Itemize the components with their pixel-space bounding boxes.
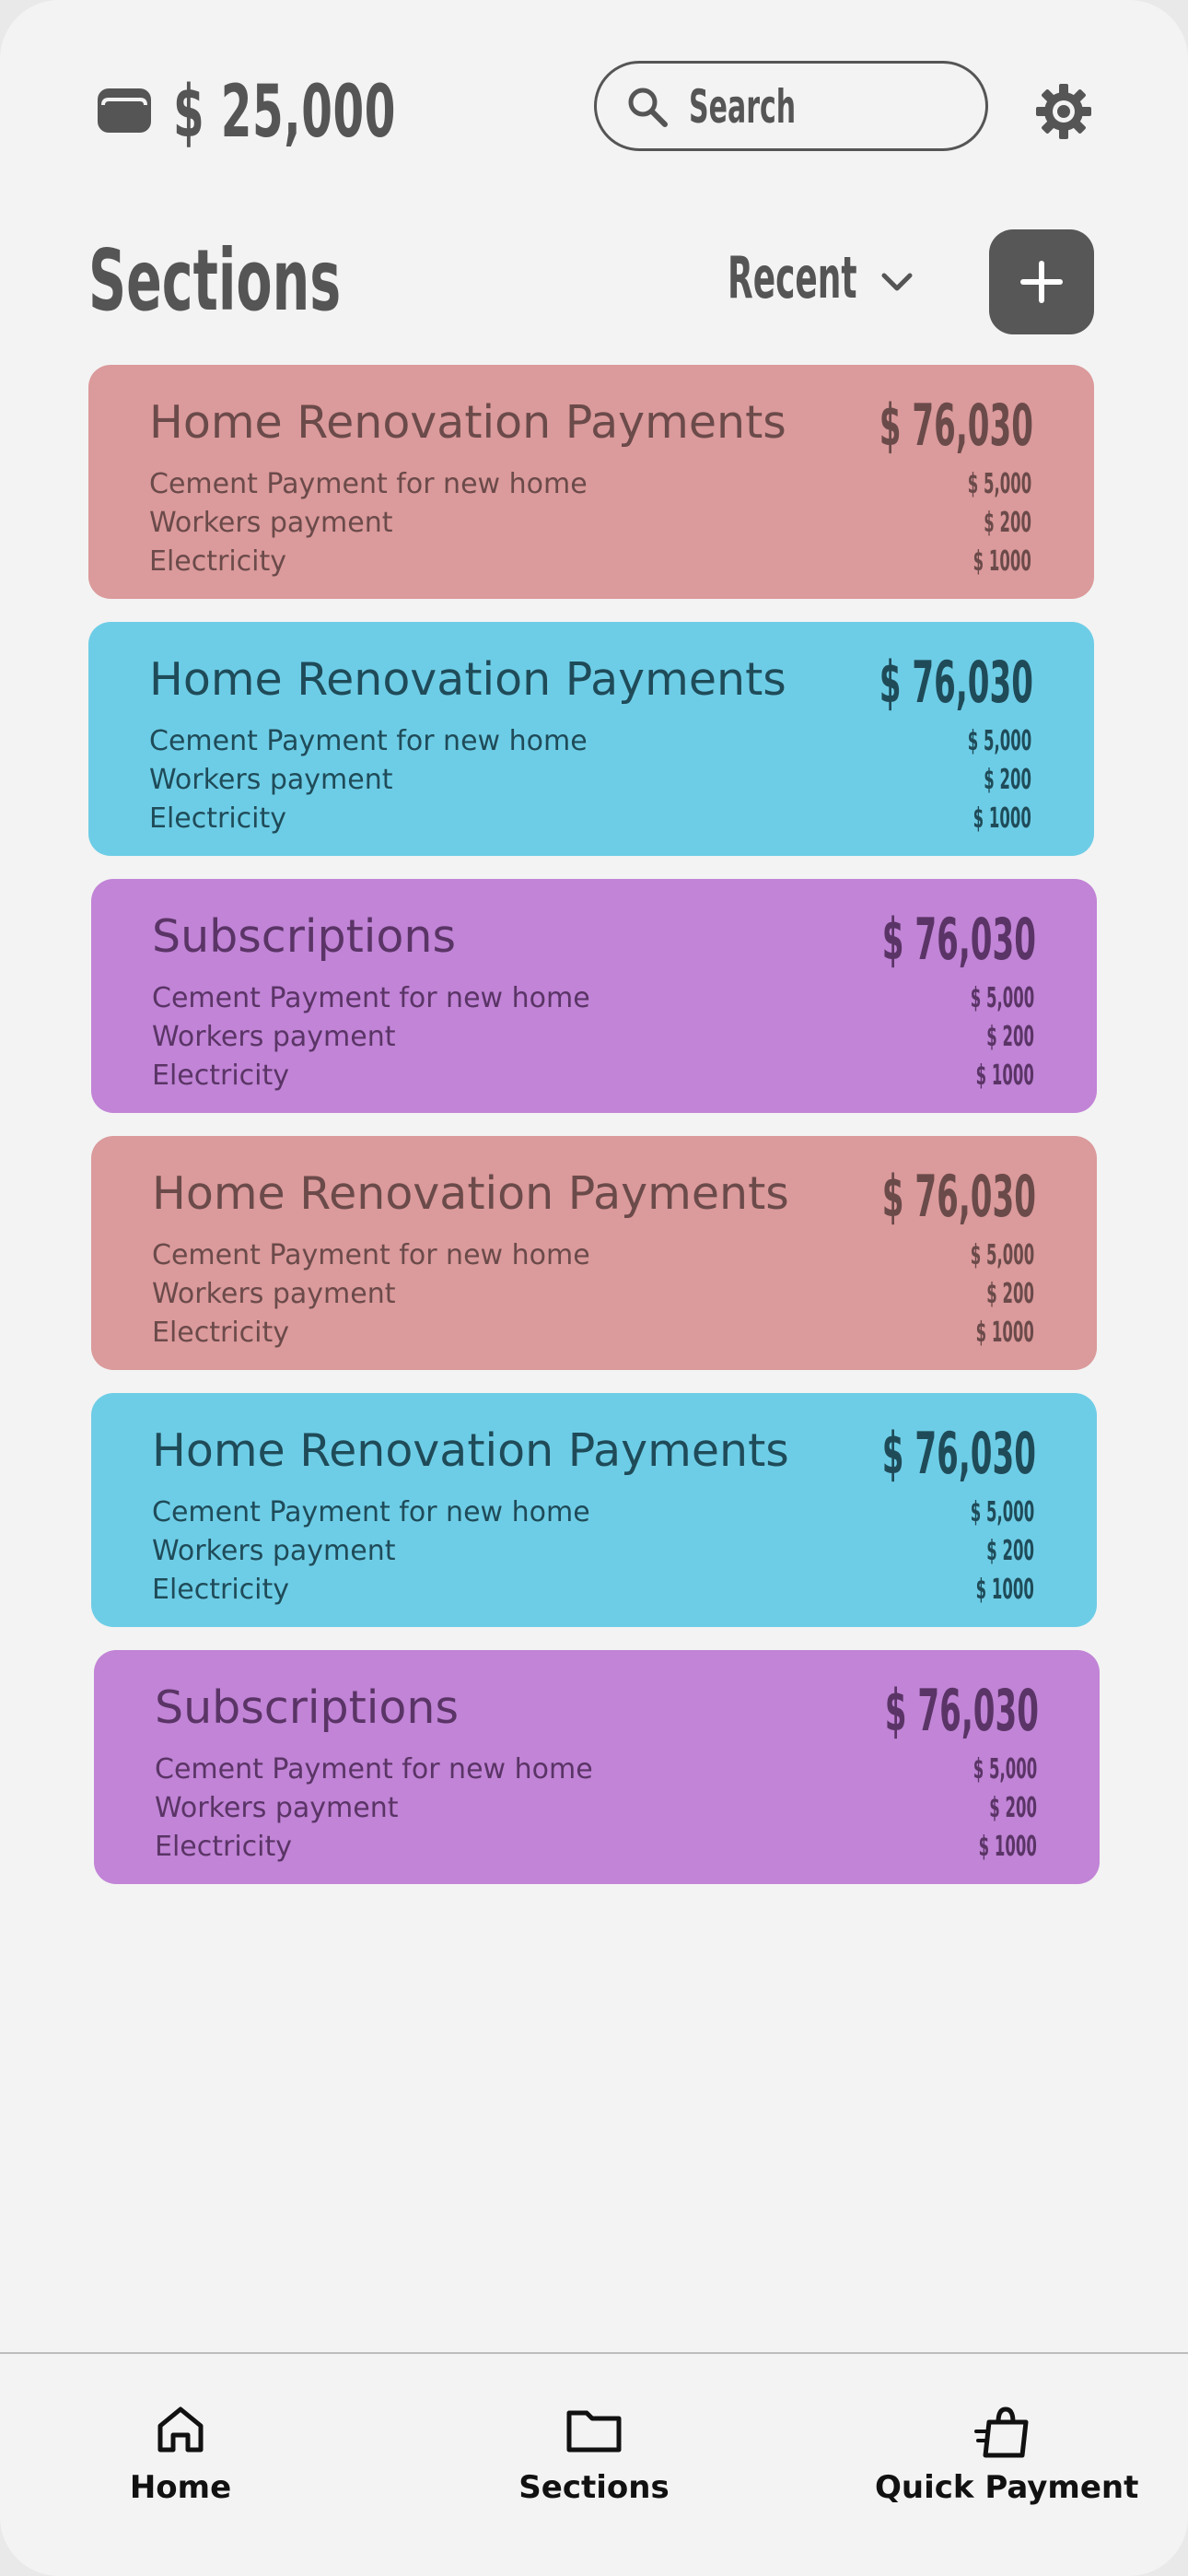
card-item-amount: $ 200	[986, 1278, 1034, 1310]
card-total: $ 76,030	[881, 1163, 1036, 1230]
card-item-amount: $ 200	[989, 1792, 1037, 1824]
chevron-down-icon	[875, 260, 919, 304]
page-title: Sections	[88, 231, 342, 330]
card-item-label: Workers payment	[152, 1278, 396, 1310]
section-card[interactable]: Home Renovation Payments $ 76,030 Cement…	[88, 365, 1094, 599]
card-title: Subscriptions	[152, 910, 456, 963]
folder-icon	[565, 2402, 623, 2461]
wallet-icon	[96, 85, 153, 136]
card-item-amount: $ 5,000	[970, 1496, 1034, 1528]
card-item-amount: $ 1000	[973, 802, 1031, 835]
card-item-label: Workers payment	[155, 1792, 399, 1824]
card-item-amount: $ 5,000	[970, 1239, 1034, 1271]
card-item-amount: $ 200	[986, 1535, 1034, 1567]
card-item-amount: $ 5,000	[967, 725, 1031, 757]
section-card[interactable]: Home Renovation Payments $ 76,030 Cement…	[91, 1136, 1097, 1370]
nav-item-quick-payment[interactable]: Quick Payment	[875, 2354, 1139, 2538]
card-item-label: Workers payment	[149, 507, 393, 539]
card-item-amount: $ 200	[984, 764, 1031, 796]
card-item-amount: $ 200	[986, 1021, 1034, 1053]
nav-label-home: Home	[129, 2469, 232, 2506]
card-item-label: Electricity	[149, 545, 287, 578]
card-item-amount: $ 5,000	[970, 982, 1034, 1014]
card-item-label: Cement Payment for new home	[155, 1753, 593, 1786]
card-item-amount: $ 5,000	[967, 468, 1031, 500]
sort-label: Recent	[728, 244, 857, 311]
card-item-label: Electricity	[152, 1060, 290, 1092]
search-input[interactable]: Search	[594, 61, 988, 151]
wallet-balance: $ 25,000	[173, 71, 397, 154]
card-item-amount: $ 1000	[975, 1574, 1034, 1606]
card-item-label: Workers payment	[152, 1535, 396, 1567]
search-icon	[624, 84, 670, 130]
card-title: Home Renovation Payments	[149, 396, 786, 449]
add-section-button[interactable]	[989, 229, 1094, 334]
card-item-label: Electricity	[155, 1831, 293, 1863]
bottom-nav: Home Sections Quick Payment	[0, 2352, 1188, 2576]
card-item-label: Cement Payment for new home	[149, 468, 588, 500]
nav-label-sections: Sections	[518, 2469, 670, 2506]
card-total: $ 76,030	[881, 906, 1036, 973]
card-item-label: Workers payment	[149, 764, 393, 796]
section-card[interactable]: Home Renovation Payments $ 76,030 Cement…	[91, 1393, 1097, 1627]
shopping-bag-icon	[974, 2402, 1033, 2465]
card-total: $ 76,030	[884, 1677, 1039, 1744]
card-item-amount: $ 200	[984, 507, 1031, 539]
card-item-amount: $ 1000	[978, 1831, 1037, 1863]
search-placeholder: Search	[689, 80, 797, 134]
card-item-amount: $ 1000	[975, 1317, 1034, 1349]
card-item-label: Workers payment	[152, 1021, 396, 1053]
card-item-label: Electricity	[149, 802, 287, 835]
card-item-amount: $ 1000	[973, 545, 1031, 578]
nav-item-home[interactable]: Home	[88, 2354, 273, 2538]
card-total: $ 76,030	[881, 1420, 1036, 1487]
card-title: Home Renovation Payments	[152, 1424, 789, 1477]
card-item-label: Electricity	[152, 1317, 290, 1349]
card-item-label: Cement Payment for new home	[152, 1239, 590, 1271]
card-item-label: Cement Payment for new home	[152, 1496, 590, 1528]
nav-label-quick-payment: Quick Payment	[875, 2469, 1139, 2506]
card-item-label: Electricity	[152, 1574, 290, 1606]
card-item-label: Cement Payment for new home	[152, 982, 590, 1014]
home-icon	[153, 2402, 208, 2461]
nav-item-sections[interactable]: Sections	[502, 2354, 686, 2538]
card-item-amount: $ 5,000	[973, 1753, 1037, 1786]
settings-gear-icon[interactable]	[1033, 81, 1094, 142]
card-total: $ 76,030	[879, 649, 1033, 716]
section-card[interactable]: Subscriptions $ 76,030 Cement Payment fo…	[94, 1650, 1100, 1884]
card-title: Home Renovation Payments	[152, 1167, 789, 1220]
section-card[interactable]: Home Renovation Payments $ 76,030 Cement…	[88, 622, 1094, 856]
plus-icon	[1020, 261, 1063, 303]
card-item-amount: $ 1000	[975, 1060, 1034, 1092]
card-item-label: Cement Payment for new home	[149, 725, 588, 757]
card-total: $ 76,030	[879, 392, 1033, 459]
card-title: Subscriptions	[155, 1681, 459, 1734]
section-card[interactable]: Subscriptions $ 76,030 Cement Payment fo…	[91, 879, 1097, 1113]
card-title: Home Renovation Payments	[149, 653, 786, 706]
